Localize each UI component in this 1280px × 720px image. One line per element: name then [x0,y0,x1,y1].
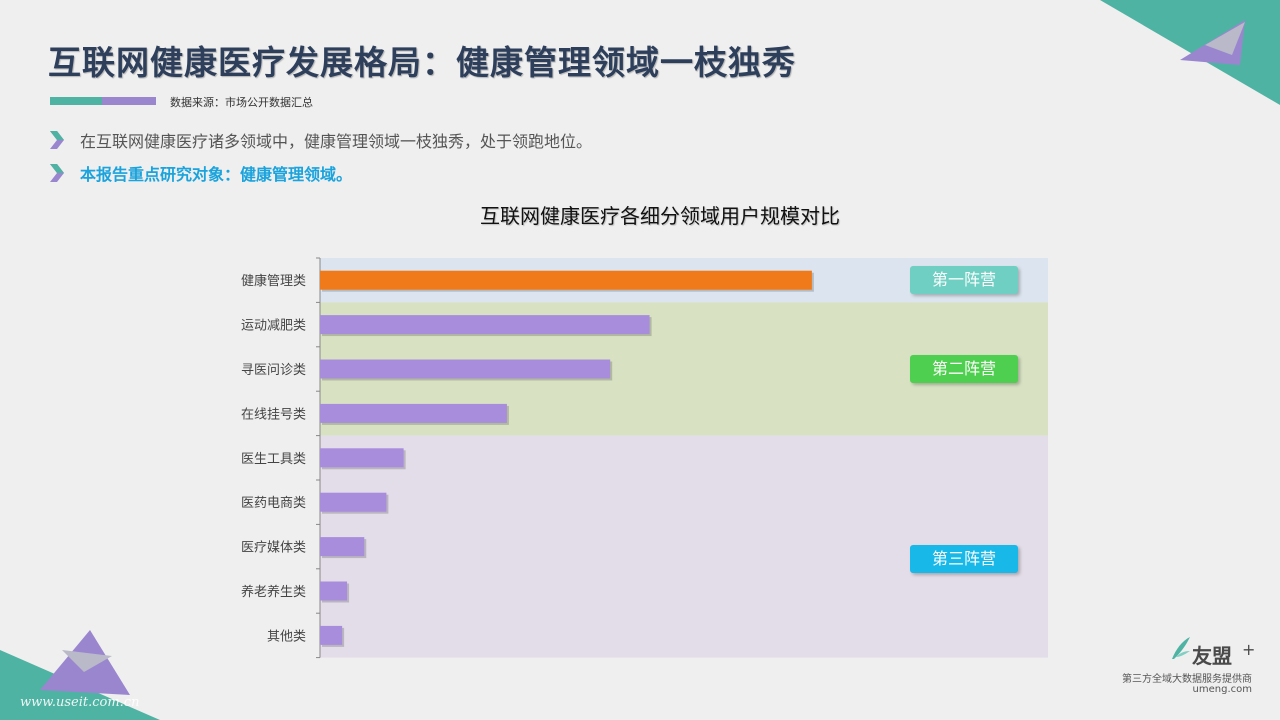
title-underline [50,97,156,105]
watermark: www.useit.com.cn [20,695,140,710]
category-label: 医生工具类 [241,452,306,467]
category-label: 其他类 [267,629,306,644]
category-label: 健康管理类 [241,273,306,289]
bar [320,270,812,290]
bar [320,581,348,601]
chevron-right-icon [50,131,64,149]
data-source: 数据来源：市场公开数据汇总 [170,96,313,109]
logo-tagline: 第三方全域大数据服务提供商 [1122,674,1252,685]
bar [320,315,650,335]
bar-shadow [322,272,814,292]
bar-shadow [322,405,509,425]
bar [320,625,343,645]
bar [320,492,387,512]
chart-title: 互联网健康医疗各细分领域用户规模对比 [480,204,840,228]
bar [320,448,404,468]
logo-name: 友盟 [1192,644,1232,668]
bar-shadow [322,450,406,470]
group-label: 第一阵营 [910,266,1018,295]
bar [320,359,611,379]
bar [320,403,507,423]
chevron-right-icon [50,164,64,182]
bar-shadow [322,361,613,381]
category-label: 寻医问诊类 [241,363,306,378]
logo-plus: + [1242,640,1256,659]
bar-shadow [322,583,350,603]
category-label: 运动减肥类 [241,319,306,334]
group-label: 第三阵营 [910,544,1018,573]
category-label: 医疗媒体类 [241,541,306,556]
bullet-text: 在互联网健康医疗诸多领域中，健康管理领域一枝独秀，处于领跑地位。 [80,132,593,151]
bar-shadow [322,494,389,514]
umeng-logo-icon [1172,637,1190,659]
bar-shadow [322,539,367,559]
group-label: 第二阵营 [910,355,1018,383]
category-label: 养老养生类 [241,584,306,600]
category-label: 医药电商类 [241,496,306,511]
bar-shadow [322,627,345,647]
bullet-text: 本报告重点研究对象：健康管理领域。 [80,165,353,184]
page-title: 互联网健康医疗发展格局：健康管理领域一枝独秀 [48,43,796,82]
bar-shadow [322,317,652,337]
logo-domain: umeng.com [1192,684,1252,695]
category-label: 在线挂号类 [241,407,306,422]
bar [320,537,365,557]
